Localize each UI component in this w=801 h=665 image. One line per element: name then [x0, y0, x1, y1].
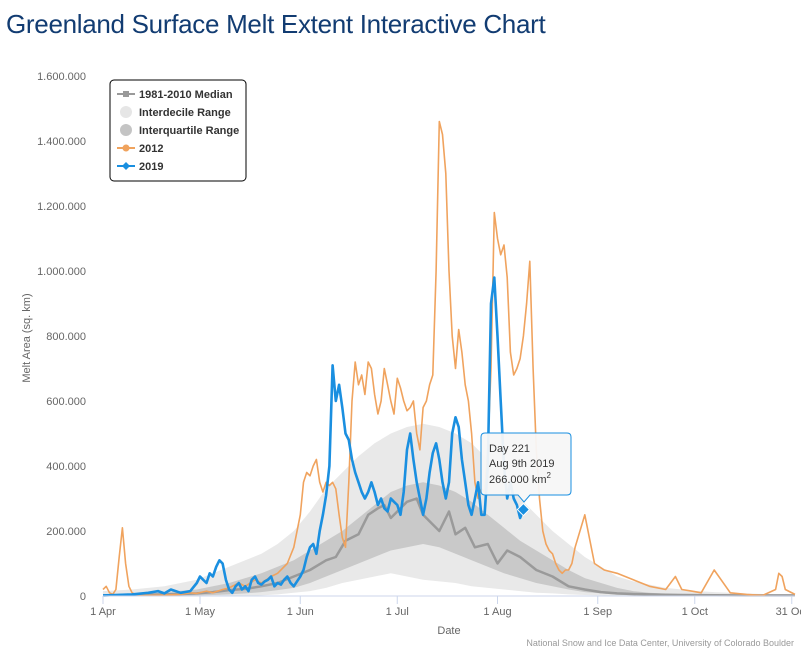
y-axis-ticks: 0 200.000 400.000 600.000 800.000 1.000.000 1.…	[37, 71, 86, 603]
y-tick-label: 400.000	[46, 461, 86, 473]
x-tick-label: 1 Jun	[287, 606, 314, 618]
x-tick-label: 1 May	[185, 606, 215, 618]
hover-point-marker[interactable]	[516, 502, 531, 517]
y-tick-label: 600.000	[46, 396, 86, 408]
x-tick-label: 1 Jul	[386, 606, 409, 618]
series-line-y2019	[102, 276, 525, 597]
x-tick-label: 1 Sep	[583, 606, 612, 618]
legend-label-interquartile: Interquartile Range	[139, 125, 239, 137]
y-tick-label: 1.400.000	[37, 136, 86, 148]
legend-label-median: 1981-2010 Median	[139, 89, 233, 101]
legend-box	[109, 79, 247, 182]
legend-item-interdecile[interactable]: Interdecile Range	[120, 106, 231, 119]
series-lines	[102, 120, 796, 597]
x-tick-label: 31 Oct	[776, 606, 801, 618]
y-tick-label: 1.600.000	[37, 71, 86, 83]
legend-item-interquartile[interactable]: Interquartile Range	[120, 124, 239, 137]
x-tick-label: 1 Apr	[90, 606, 116, 618]
legend-interdecile-marker	[120, 106, 132, 118]
tooltip-box	[480, 432, 572, 503]
legend-label-2019: 2019	[139, 161, 163, 173]
credit-text: National Snow and Ice Data Center, Unive…	[526, 638, 794, 648]
x-tick-label: 1 Aug	[483, 606, 511, 618]
tooltip: Day 221 Aug 9th 2019 266.000 km2	[480, 432, 572, 503]
tooltip-value-unit-sup: 2	[546, 471, 551, 480]
y-tick-label: 0	[80, 591, 86, 603]
tooltip-value: 266.000 km2	[489, 471, 551, 486]
y-tick-label: 200.000	[46, 526, 86, 538]
legend-label-interdecile: Interdecile Range	[139, 107, 231, 119]
tooltip-value-number: 266.000 km	[489, 474, 546, 486]
tooltip-day: Day 221	[489, 443, 530, 455]
legend-2019-marker	[122, 162, 130, 170]
range-bands	[103, 423, 795, 596]
y-tick-label: 1.200.000	[37, 201, 86, 213]
y-tick-label: 800.000	[46, 331, 86, 343]
x-axis-ticks: 1 Apr 1 May 1 Jun 1 Jul 1 Aug 1 Sep 1 Oct 31 Oc…	[90, 596, 801, 618]
legend-median-marker	[123, 91, 129, 97]
y-axis-title: Melt Area (sq. km)	[21, 293, 33, 382]
legend: 1981-2010 Median Interdecile Range Inter…	[109, 79, 247, 182]
legend-item-median[interactable]: 1981-2010 Median	[117, 89, 233, 101]
interquartile-band	[103, 482, 795, 596]
legend-item-2019[interactable]: 2019	[117, 161, 163, 173]
legend-2012-marker	[122, 144, 130, 152]
legend-item-2012[interactable]: 2012	[117, 143, 163, 155]
legend-label-2012: 2012	[139, 143, 163, 155]
tooltip-date: Aug 9th 2019	[489, 458, 554, 470]
x-tick-label: 1 Oct	[682, 606, 708, 618]
legend-interquartile-marker	[120, 124, 132, 136]
x-axis-title: Date	[437, 625, 460, 637]
y-tick-label: 1.000.000	[37, 266, 86, 278]
page-title: Greenland Surface Melt Extent Interactiv…	[6, 9, 546, 39]
